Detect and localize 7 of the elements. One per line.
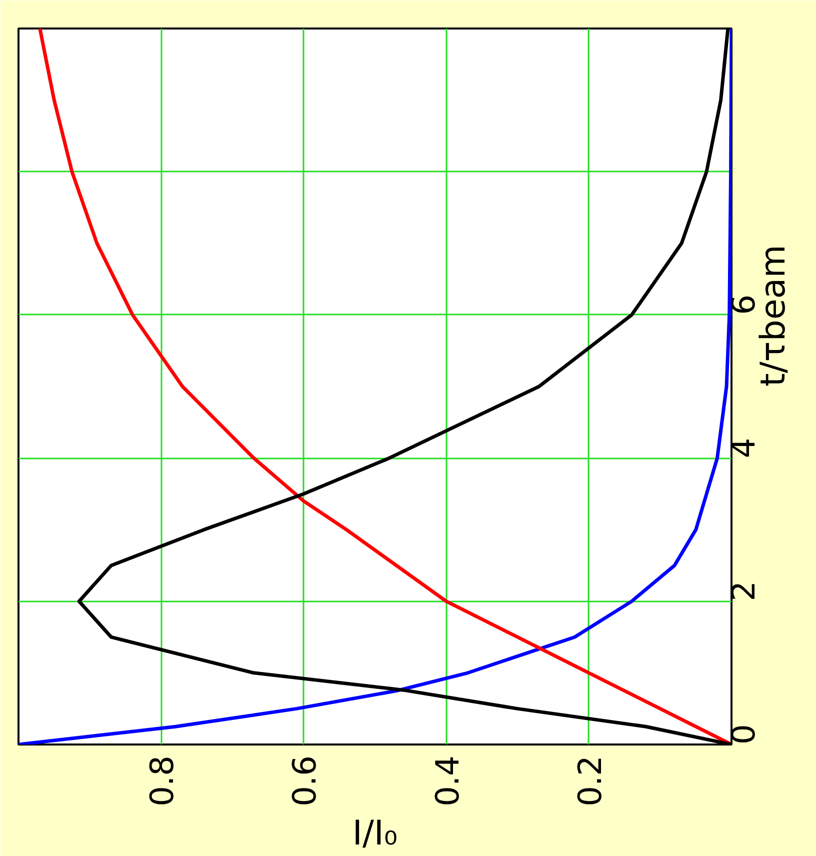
x-tick-label: 0.2 (570, 756, 609, 806)
x-axis-title: I/I₀ (352, 813, 398, 854)
y-axis-title: t/τbeam (754, 244, 794, 386)
x-tick-label: 0.4 (428, 756, 466, 806)
x-tick-label: 0.8 (143, 756, 182, 806)
y-tick-label: 4 (724, 438, 762, 458)
x-tick-label: 0.6 (286, 756, 324, 806)
